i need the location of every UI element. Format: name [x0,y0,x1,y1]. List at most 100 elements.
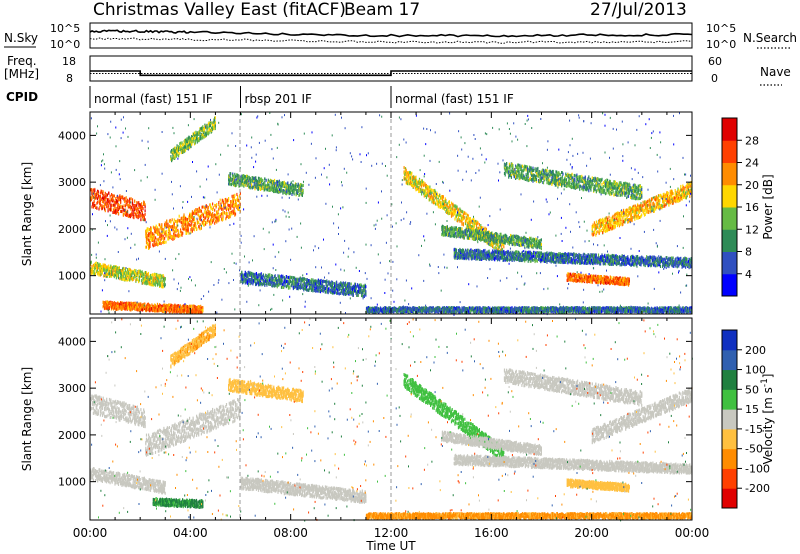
range-cell [91,265,93,269]
range-cell [182,227,184,231]
range-cell [325,286,327,290]
range-cell [108,269,110,273]
range-cell [128,271,130,275]
range-cell [235,182,237,186]
range-cell [140,273,142,277]
range-cell [149,309,151,313]
range-cell [113,302,115,306]
range-cell [329,284,331,288]
range-cell [186,305,188,309]
range-cell [115,270,117,274]
range-cell [299,186,301,190]
range-cell [234,184,236,187]
range-cell [202,219,205,222]
range-cell [286,182,288,186]
range-cell [357,284,359,288]
range-cell [241,179,244,183]
range-cell [137,303,139,307]
range-cell [114,269,116,273]
range-cell [117,199,119,203]
range-cell [340,283,342,287]
range-cell [305,284,307,288]
cpid-bar: CPID normal (fast) 151 IF rbsp 201 IF norm… [6,86,514,108]
range-cell [122,205,124,209]
range-cell [330,291,332,294]
range-cell [156,282,159,286]
range-cell [331,281,333,285]
range-cell [198,206,200,210]
range-cell [101,196,104,200]
range-cell [150,277,152,280]
range-cell [347,292,349,296]
range-cell [200,133,202,136]
range-cell [95,270,97,273]
range-cell [298,278,300,282]
range-cell [196,209,198,213]
range-cell [345,289,347,293]
range-cell [145,274,147,278]
range-cell [207,208,209,211]
range-cell [196,208,198,212]
range-cell [121,269,123,272]
range-cell [199,223,201,227]
range-cell [97,189,99,193]
range-cell [202,128,205,132]
range-cell [232,182,234,185]
range-cell [236,182,238,186]
range-cell [131,213,133,216]
range-cell [168,237,170,241]
range-cell [155,228,157,232]
range-cell [278,179,280,183]
range-cell [292,190,294,194]
range-cell [268,189,270,192]
range-cell [127,203,129,207]
range-cell [117,208,120,211]
range-cell [200,216,202,220]
range-cell [104,302,106,306]
range-cell [142,273,144,277]
range-cell [418,310,421,313]
range-cell [388,309,391,313]
range-cell [135,278,137,282]
range-cell [198,309,200,313]
range-cell [296,191,298,195]
range-cell [267,281,269,285]
range-cell [265,185,267,189]
range-cell [188,308,191,312]
range-cell [136,215,138,218]
range-cell [345,281,347,285]
range-cell [328,280,330,284]
range-cell [104,202,106,206]
range-cell [185,305,187,309]
range-cell [314,279,316,283]
range-cell [328,287,330,291]
range-cell [157,282,159,285]
range-cell [105,300,107,304]
range-cell [285,277,287,281]
range-cell [122,196,124,200]
range-cell [141,272,143,276]
range-cell [142,278,144,282]
range-cell [120,305,122,309]
range-cell [124,213,127,217]
range-cell [143,280,145,284]
range-cell [299,192,301,196]
range-cell [200,213,202,217]
range-cell [143,213,145,217]
range-cell [108,275,110,278]
range-cell [149,234,151,238]
range-cell [222,207,224,211]
range-cell [97,271,99,275]
range-cell [204,130,206,134]
range-cell [189,142,191,146]
freq-panel: Freq. [MHz] 18 8 60 0 Nave [4,54,791,86]
range-cell [233,206,235,210]
range-cell [158,277,160,281]
range-cell [148,232,150,236]
range-cell [112,303,114,307]
range-cell [159,274,161,278]
range-cell [146,303,148,307]
range-cell [248,277,251,281]
range-cell [121,305,123,309]
range-cell [241,277,243,281]
